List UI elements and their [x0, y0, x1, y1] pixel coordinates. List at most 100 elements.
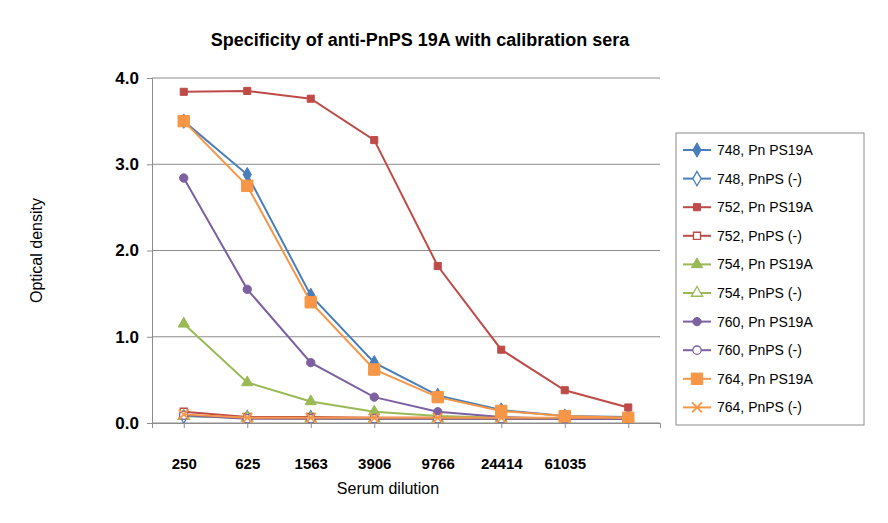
x-tick: 1563 — [295, 423, 328, 472]
x-tick-mark — [565, 423, 566, 428]
data-point — [369, 364, 380, 375]
x-axis: 250 625 1563 3906 9766 24414 61035 — [153, 423, 661, 472]
y-tick-mark — [147, 337, 152, 338]
data-point — [180, 174, 188, 182]
y-tick: 1.0 — [115, 328, 152, 347]
series — [180, 174, 633, 423]
legend-label: 764, Pn PS19A — [717, 371, 813, 387]
data-point — [305, 297, 316, 308]
legend-label: 754, PnPS (-) — [717, 285, 802, 301]
data-point — [625, 404, 632, 411]
x-tick-mark — [184, 423, 185, 428]
series — [180, 408, 632, 422]
legend-marker — [691, 286, 702, 296]
series — [178, 410, 634, 422]
x-tick-mark — [247, 423, 248, 428]
legend-label: 752, Pn PS19A — [717, 199, 813, 215]
data-point — [561, 387, 568, 394]
series — [180, 409, 633, 423]
x-tick — [628, 423, 629, 428]
data-point — [371, 137, 378, 144]
data-point — [242, 376, 253, 386]
data-point — [244, 87, 251, 94]
x-tick-mark — [438, 423, 439, 428]
y-tick-mark — [147, 423, 152, 424]
x-tick-mark — [501, 423, 502, 428]
legend-marker — [693, 204, 700, 211]
data-point — [496, 413, 506, 423]
data-point — [242, 180, 253, 191]
data-point — [434, 262, 441, 269]
x-tick-label: 625 — [235, 455, 260, 472]
grid-line — [152, 78, 660, 79]
data-point — [178, 317, 189, 327]
x-tick-label: 61035 — [544, 455, 586, 472]
series-line — [184, 121, 629, 417]
y-tick-label: 0.0 — [115, 414, 139, 433]
grid-line — [152, 164, 660, 165]
legend: 748, Pn PS19A 748, PnPS (-) 752, Pn PS19A 7… — [676, 133, 864, 425]
data-point — [180, 409, 188, 423]
legend-label: 752, PnPS (-) — [717, 228, 802, 244]
series — [179, 409, 634, 422]
grid-line — [152, 250, 660, 251]
x-tick-label: 250 — [172, 455, 197, 472]
x-tick: 24414 — [481, 423, 523, 472]
data-point — [243, 285, 251, 293]
x-tick-mark — [311, 423, 312, 428]
legend-label: 764, PnPS (-) — [717, 399, 802, 415]
y-axis-line — [147, 79, 153, 424]
y-tick: 3.0 — [115, 155, 152, 174]
plot-area — [178, 87, 634, 423]
x-tick-mark — [374, 423, 375, 428]
x-tick: 625 — [235, 423, 260, 472]
legend-label: 760, Pn PS19A — [717, 314, 813, 330]
legend-marker — [692, 402, 702, 412]
data-point — [560, 413, 570, 423]
legend-entry: 752, Pn PS19A — [683, 199, 813, 215]
legend-marker — [693, 171, 701, 185]
data-point — [559, 410, 570, 421]
x-tick-label: 1563 — [295, 455, 328, 472]
legend-entry: 754, Pn PS19A — [683, 256, 813, 272]
y-tick: 0.0 — [115, 414, 152, 433]
y-axis: 0.0 1.0 2.0 3.0 4.0 — [115, 69, 152, 433]
series-line — [184, 91, 629, 408]
legend-label: 748, Pn PS19A — [717, 142, 813, 158]
data-point — [307, 358, 315, 366]
data-point — [306, 413, 316, 423]
data-point — [433, 413, 443, 423]
data-point — [369, 413, 379, 423]
x-tick-label: 24414 — [481, 455, 523, 472]
x-tick-mark — [628, 423, 629, 428]
data-point — [242, 413, 252, 423]
legend-label: 748, PnPS (-) — [717, 171, 802, 187]
series — [178, 317, 634, 422]
chart: Specificity of anti-PnPS 19A with calibr… — [0, 0, 888, 523]
legend-label: 760, PnPS (-) — [717, 342, 802, 358]
data-point — [432, 391, 443, 402]
grid-line — [152, 336, 660, 337]
y-tick-label: 2.0 — [115, 241, 139, 260]
legend-entry: 760, PnPS (-) — [683, 342, 802, 358]
data-point — [305, 395, 316, 405]
data-point — [179, 409, 189, 419]
y-tick: 4.0 — [115, 69, 152, 88]
series — [180, 411, 633, 423]
y-tick-label: 4.0 — [115, 69, 139, 88]
data-point — [370, 393, 378, 401]
data-point — [498, 346, 505, 353]
legend-marker — [693, 232, 700, 239]
series-line — [184, 121, 629, 418]
data-point — [180, 88, 187, 95]
y-tick-label: 1.0 — [115, 328, 139, 347]
legend-entry: 752, PnPS (-) — [683, 228, 802, 244]
x-tick-label: 3906 — [358, 455, 391, 472]
legend-marker — [693, 346, 701, 354]
x-tick: 9766 — [422, 423, 455, 472]
x-tick: 3906 — [358, 423, 391, 472]
y-tick: 2.0 — [115, 241, 152, 260]
series — [178, 115, 634, 423]
legend-entry: 748, Pn PS19A — [683, 142, 813, 158]
legend-entry: 764, PnPS (-) — [683, 399, 802, 415]
